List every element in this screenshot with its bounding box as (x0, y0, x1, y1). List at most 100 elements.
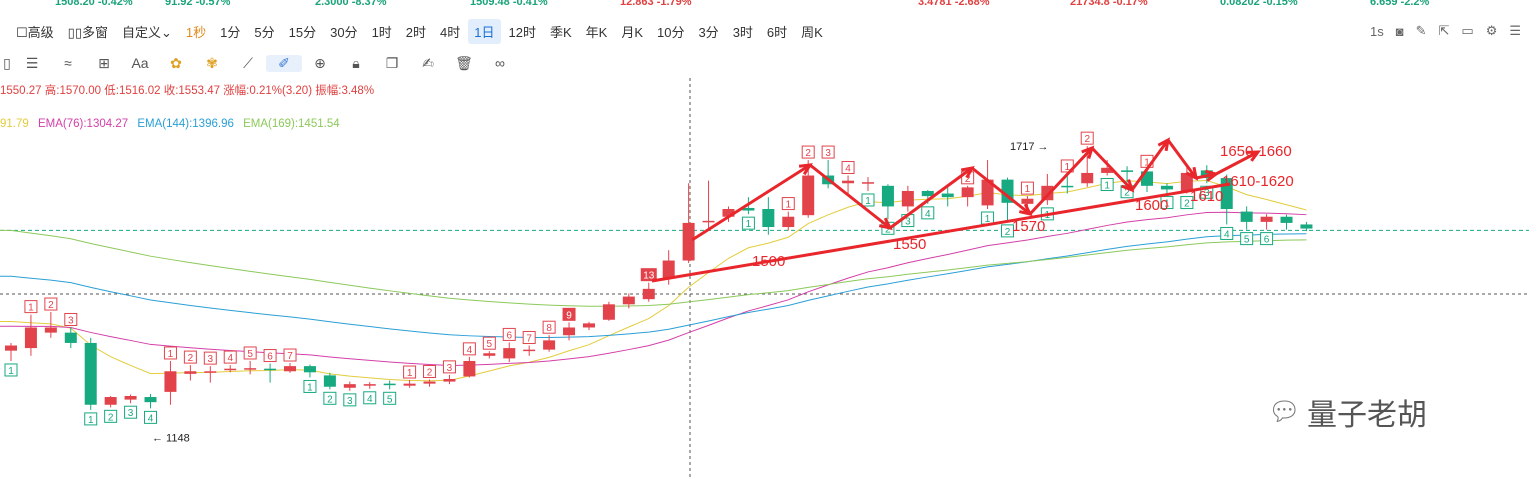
count-marker-box (303, 379, 317, 393)
interval-quarter[interactable]: 季K (549, 24, 572, 40)
count-marker-label: 1 (985, 214, 991, 225)
count-marker-box (44, 297, 58, 311)
candle-body (1081, 172, 1094, 184)
lock-icon[interactable]: 🔒︎ (352, 54, 360, 71)
interval-week[interactable]: 周K (801, 24, 823, 40)
interval-6h[interactable]: 6时 (766, 24, 788, 40)
camera-icon[interactable]: ◙ (1395, 23, 1404, 39)
ticker-item[interactable]: 2.3000 -8.37% (315, 0, 387, 8)
count-marker-label: 2 (327, 394, 333, 405)
count-marker-box (442, 360, 456, 374)
window-icon[interactable]: ▭ (1461, 23, 1474, 38)
interval-10m[interactable]: 10分 (656, 24, 685, 40)
interval-3m[interactable]: 3分 (698, 24, 719, 40)
interval-12h[interactable]: 12时 (508, 24, 536, 40)
count-marker: 4 (363, 391, 377, 405)
candle-body (682, 222, 695, 261)
refresh-rate-label[interactable]: 1s (1369, 23, 1384, 39)
candle-body (1300, 224, 1313, 229)
advanced-button[interactable]: ☐高级 (16, 24, 54, 40)
ticker-item[interactable]: 1509.48 -0.41% (470, 0, 548, 8)
level-annotation: 1610-1620 (1222, 173, 1294, 190)
interval-5m[interactable]: 5分 (254, 24, 275, 40)
ticker-item[interactable]: 6.659 -2.2% (1370, 0, 1430, 8)
count-marker: 1 (163, 346, 177, 360)
ticker-item[interactable]: 3.4781 -2.68% (918, 0, 990, 8)
count-marker: 6 (1260, 232, 1274, 246)
count-marker: 2 (183, 350, 197, 364)
interval-30m[interactable]: 30分 (330, 24, 358, 40)
count-marker-label: 5 (1244, 235, 1250, 246)
candle-body (742, 207, 755, 211)
text-icon[interactable]: Aa (131, 55, 149, 71)
candle-body (1101, 167, 1114, 173)
count-marker-box (640, 268, 657, 282)
hline-icon[interactable]: ☰ (25, 54, 39, 71)
count-marker-label: 4 (1224, 229, 1230, 240)
gear-icon[interactable]: ⚙ (1485, 23, 1498, 38)
trend-arrow (1090, 146, 1134, 192)
candle-body (961, 187, 974, 198)
count-marker-box (24, 300, 38, 314)
level-annotation: 1500 (752, 253, 785, 270)
count-marker: 3 (343, 393, 357, 407)
candle-body (44, 327, 57, 333)
count-marker-box (502, 327, 516, 341)
count-marker-label: 4 (227, 353, 233, 364)
magnet-icon[interactable]: ⊕ (314, 54, 326, 71)
count-marker: 1 (4, 363, 18, 377)
count-marker-box (1100, 178, 1114, 192)
crosshair-icon[interactable]: ⊞ (98, 54, 110, 71)
level-annotation: 1650-1660 (1220, 143, 1292, 160)
count-marker-label: 5 (487, 339, 493, 350)
interval-toolbar: ☐高级 ▯▯多窗 自定义⌄ 1秒 1分 5分 15分 30分 1时 2时 4时 … (0, 18, 1529, 44)
ruler-icon[interactable]: ⟋ (243, 54, 253, 71)
wave-icon[interactable]: ≈ (64, 55, 72, 71)
pattern-icon[interactable]: ✿ (170, 54, 182, 71)
link-icon[interactable]: ∞ (495, 55, 505, 71)
interval-year[interactable]: 年K (585, 24, 608, 40)
menu-icon[interactable]: ☰ (1509, 23, 1521, 38)
interval-month[interactable]: 月K (621, 24, 643, 40)
count-marker: 1 (303, 379, 317, 393)
interval-2h[interactable]: 2时 (405, 24, 427, 40)
ticker-item[interactable]: 12.863 -1.79% (620, 0, 692, 8)
count-marker: 1 (1020, 181, 1034, 195)
custom-dropdown[interactable]: 自定义⌄ (122, 24, 172, 40)
interval-15m[interactable]: 15分 (288, 24, 317, 40)
note-icon[interactable]: ✍ (422, 54, 434, 71)
fib-icon[interactable]: ✾ (206, 54, 218, 71)
interval-4h[interactable]: 4时 (440, 24, 461, 40)
ticker-item[interactable]: 1508.20 -0.42% (55, 0, 133, 8)
interval-3h[interactable]: 3时 (732, 24, 753, 40)
count-marker: 8 (542, 320, 556, 334)
ticker-item[interactable]: 0.08202 -0.15% (1220, 0, 1298, 8)
expand-icon[interactable]: ⇱ (1438, 23, 1450, 38)
count-marker-label: 1 (168, 349, 174, 360)
multi-window-button[interactable]: ▯▯多窗 (67, 24, 108, 40)
count-marker-label: 2 (1184, 199, 1190, 210)
count-marker-box (323, 391, 337, 405)
candle-body (802, 175, 815, 216)
count-marker: 2 (44, 297, 58, 311)
count-marker-box (84, 412, 98, 426)
count-marker-label: 5 (387, 394, 393, 405)
trash-icon[interactable]: 🗑︎ (455, 54, 473, 71)
level-annotation: 1550 (893, 236, 926, 253)
interval-1h[interactable]: 1时 (371, 24, 392, 40)
count-marker-box (423, 365, 437, 379)
ticker-item[interactable]: 21734.8 -0.17% (1070, 0, 1148, 8)
count-marker-box (124, 405, 138, 419)
ticker-item[interactable]: 91.92 -0.57% (165, 0, 231, 8)
layers-icon[interactable]: ❐ (385, 54, 399, 71)
ticker-strip: 1508.20 -0.42% 91.92 -0.57% 2.3000 -8.37… (0, 0, 1529, 10)
interval-1d[interactable]: 1日 (468, 18, 501, 44)
brush-icon[interactable]: ✐ (266, 54, 302, 72)
interval-1m[interactable]: 1分 (220, 24, 241, 40)
interval-1s[interactable]: 1秒 (185, 24, 207, 40)
cursor-icon[interactable]: ▯ (3, 54, 11, 71)
pen-icon[interactable]: ✎ (1415, 23, 1427, 38)
ema-legend-item: EMA(169):1451.54 (243, 118, 340, 130)
candle-body (1160, 185, 1173, 190)
